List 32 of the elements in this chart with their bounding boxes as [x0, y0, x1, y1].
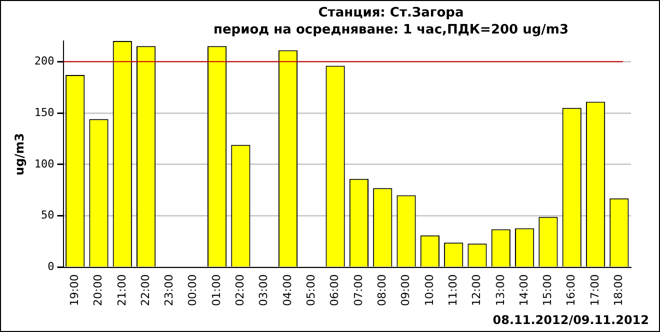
x-tick-label: 07:00	[352, 274, 365, 306]
x-tick-label: 03:00	[257, 274, 270, 306]
x-tick-label: 20:00	[92, 274, 105, 306]
y-tick-label: 0	[48, 260, 54, 274]
x-tick-label: 21:00	[115, 274, 128, 306]
x-tick-label: 18:00	[612, 274, 626, 306]
y-axis-title: ug/m3	[12, 132, 26, 176]
x-tick-label: 22:00	[138, 274, 152, 306]
x-tick-label: 09:00	[399, 274, 412, 306]
x-tick-label: 14:00	[517, 274, 530, 306]
x-tick-label: 13:00	[494, 274, 507, 306]
x-tick-label: 02:00	[234, 274, 247, 306]
x-tick-label: 12:00	[470, 274, 484, 306]
x-tick-label: 23:00	[162, 274, 176, 306]
x-tick-label: 05:00	[304, 274, 318, 306]
x-tick-label: 11:00	[446, 274, 460, 306]
x-tick-label: 04:00	[280, 274, 294, 306]
x-tick-label: 06:00	[328, 274, 342, 306]
x-tick-label: 00:00	[186, 274, 200, 306]
chart-title: Станция: Ст.Загора период на осредняване: 1 час,ПДК=200 ug/m3	[213, 5, 569, 38]
y-tick-label: 100	[34, 157, 54, 170]
x-tick-label: 16:00	[564, 274, 578, 306]
x-tick-label: 08:00	[375, 274, 388, 306]
x-tick-label: 10:00	[422, 274, 436, 306]
text: 08.11.2012/09.11.2012	[492, 313, 649, 328]
x-tick-label: 01:00	[210, 274, 223, 306]
x-tick-label: 17:00	[588, 274, 602, 306]
y-tick-label: 200	[34, 54, 54, 68]
x-tick-label: 15:00	[541, 274, 554, 306]
y-tick-label: 50	[41, 208, 54, 222]
y-tick-label: 150	[34, 106, 54, 119]
x-tick-label: 19:00	[68, 274, 81, 306]
